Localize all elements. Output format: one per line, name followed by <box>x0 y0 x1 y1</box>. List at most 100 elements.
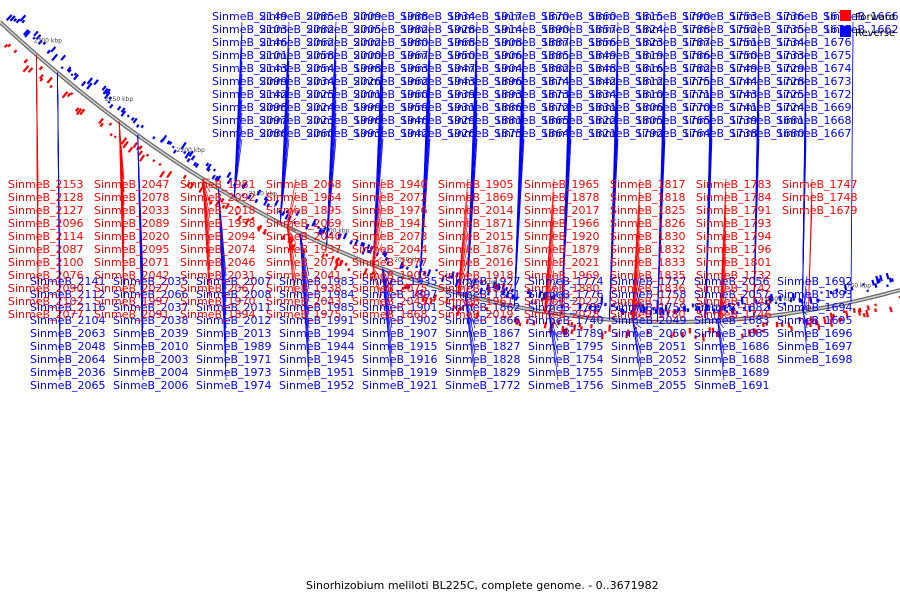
forward-gene-block <box>388 277 394 286</box>
gene-label: SinmeB_2102 <box>8 295 84 308</box>
gene-label: SinmeB_1678 <box>776 10 852 23</box>
gene-label: SinmeB_2053 <box>611 366 687 379</box>
reverse-gene-block <box>168 141 173 146</box>
forward-gene-block <box>842 310 846 314</box>
reverse-gene-block <box>126 114 130 118</box>
gene-label: SinmeB_1869 <box>438 191 514 204</box>
forward-gene-block <box>99 122 104 128</box>
gene-label: SinmeB_2012 <box>196 314 272 327</box>
gene-label: SinmeB_1688 <box>694 353 770 366</box>
gene-label: SinmeB_2116 <box>30 301 106 314</box>
forward-gene-block <box>889 306 893 313</box>
forward-gene-block <box>3 43 9 48</box>
label-leader-line <box>381 268 393 316</box>
reverse-gene-block <box>455 272 459 278</box>
reverse-gene-block <box>543 292 547 300</box>
gene-label: SinmeB_1810 <box>588 88 664 101</box>
gene-label: SinmeB_1732 <box>696 269 772 282</box>
label-leader-line <box>544 256 555 312</box>
reverse-gene-block <box>329 232 333 236</box>
gene-label: SinmeB_2042 <box>94 269 170 282</box>
gene-label: SinmeB_1865 <box>494 114 570 127</box>
gene-label: SinmeB_1908 <box>447 36 523 49</box>
scale-tick-label: 2200 kbp <box>177 147 205 154</box>
scale-ticks: 2300 kbp 2250 kbp 2200 kbp 2150 kbp 2100 kbp… <box>34 37 872 309</box>
gene-label: SinmeB_1894 <box>180 308 256 321</box>
gene-label: SinmeB_2091 <box>94 308 170 321</box>
reverse-gene-block <box>73 72 78 76</box>
forward-legend-label: Forward <box>855 12 895 23</box>
gene-label: SinmeB_1817 <box>610 178 686 191</box>
reverse-gene-block <box>132 117 138 124</box>
forward-gene-block <box>198 186 204 194</box>
reverse-gene-block <box>770 293 774 302</box>
forward-gene-block <box>321 253 325 259</box>
scale-tick-label: 2000 kbp <box>468 279 496 286</box>
gene-label: SinmeB_1780 <box>610 308 686 321</box>
gene-label: SinmeB_1960 <box>353 88 429 101</box>
reverse-gene-block <box>321 226 327 235</box>
gene-label: SinmeB_1784 <box>696 191 772 204</box>
reverse-gene-block <box>401 264 405 269</box>
gene-label: SinmeB_1876 <box>438 243 514 256</box>
forward-gene-block <box>518 322 522 327</box>
gene-label: SinmeB_2058 <box>259 49 335 62</box>
gene-label: SinmeB_1792 <box>588 127 664 140</box>
label-leader-line <box>802 275 808 312</box>
label-leader-line <box>656 138 666 322</box>
gene-label: SinmeB_1801 <box>696 256 772 269</box>
label-leader-line <box>464 288 476 296</box>
gene-label: SinmeB_1751 <box>682 36 758 49</box>
gene-label: SinmeB_1951 <box>279 366 355 379</box>
gene-label: SinmeB_2097 <box>212 114 288 127</box>
legend: Forward Reverse <box>840 10 895 39</box>
scale-tick-label: 1800 kbp <box>767 296 795 303</box>
label-leader-line <box>286 204 297 227</box>
gene-label: SinmeB_1729 <box>729 62 805 75</box>
label-leader-line <box>464 275 476 296</box>
gene-label: SinmeB_2076 <box>8 269 84 282</box>
forward-gene-block <box>256 225 261 230</box>
gene-label: SinmeB_1905 <box>438 178 514 191</box>
reverse-gene-block <box>505 291 510 299</box>
label-leader-line <box>803 310 808 316</box>
gene-label: SinmeB_1790 <box>635 10 711 23</box>
label-leader-line <box>118 121 125 310</box>
reverse-gene-block <box>740 296 744 305</box>
gene-label: SinmeB_2100 <box>8 256 84 269</box>
forward-gene-block <box>98 117 104 125</box>
gene-label: SinmeB_1997 <box>94 295 170 308</box>
gene-label: SinmeB_1764 <box>635 127 711 140</box>
reverse-gene-block <box>809 296 813 304</box>
forward-gene-block <box>513 316 517 323</box>
scale-tick-label: 1750 kbp <box>843 282 871 289</box>
gene-label: SinmeB_2153 <box>8 178 84 191</box>
scale-tick-label: 2250 kbp <box>105 96 133 103</box>
gene-label: SinmeB_1782 <box>635 62 711 75</box>
gene-label: SinmeB_1827 <box>445 340 521 353</box>
gene-label: SinmeB_1881 <box>447 114 523 127</box>
gene-label: SinmeB_2045 <box>352 295 428 308</box>
reverse-gene-block <box>247 194 252 200</box>
genome-caption: Sinorhizobium meliloti BL225C, complete … <box>306 579 659 592</box>
gene-label: SinmeB_2054 <box>259 62 335 75</box>
gene-label: SinmeB_2036 <box>30 366 106 379</box>
reverse-gene-block <box>317 228 323 236</box>
gene-label: SinmeB_2065 <box>30 379 106 392</box>
label-leader-line <box>719 295 727 321</box>
reverse-gene-block <box>510 288 514 293</box>
forward-gene-block <box>787 321 791 328</box>
label-leader-line <box>287 226 297 232</box>
label-leader-line <box>381 268 393 381</box>
forward-gene-block <box>458 306 462 311</box>
forward-gene-block <box>822 316 827 325</box>
gene-label: SinmeB_1669 <box>776 101 852 114</box>
forward-gene-block <box>344 262 348 267</box>
reverse-gene-block <box>354 239 359 246</box>
label-leader-line <box>802 288 808 312</box>
reverse-gene-block <box>105 88 111 95</box>
gene-label: SinmeB_1748 <box>782 191 858 204</box>
forward-gene-block <box>113 135 117 139</box>
reverse-gene-block <box>9 15 16 22</box>
forward-gene-block <box>808 322 812 328</box>
